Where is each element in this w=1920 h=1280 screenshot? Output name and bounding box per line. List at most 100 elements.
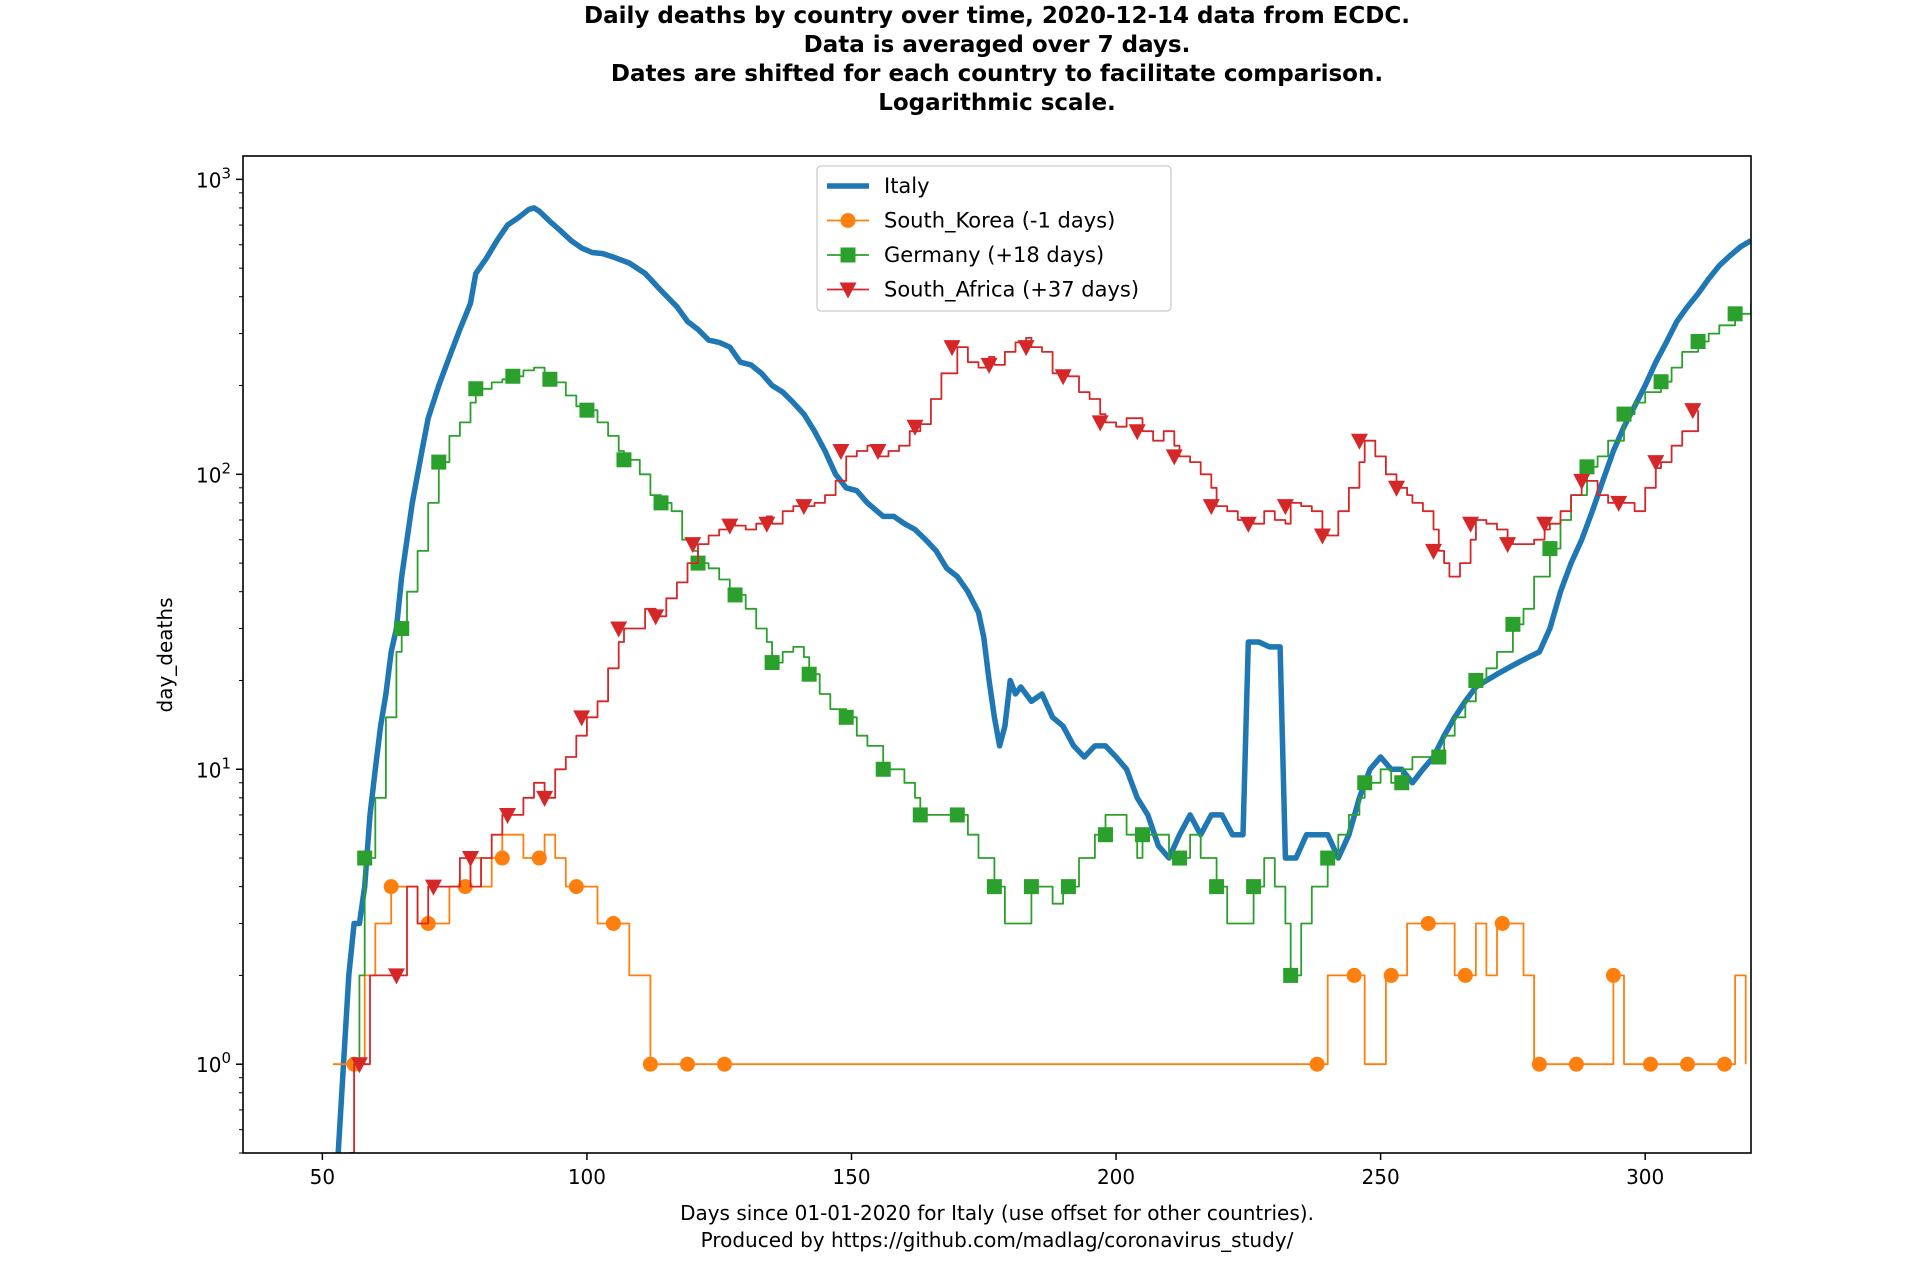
legend-label-1: South_Korea (-1 days) xyxy=(884,209,1115,234)
data-point-3-8 xyxy=(647,609,665,626)
data-point-3-34 xyxy=(1610,495,1628,512)
data-point-1-7 xyxy=(605,915,621,931)
data-point-2-30 xyxy=(1468,672,1484,688)
series-line-0 xyxy=(335,205,1751,1153)
data-point-3-26 xyxy=(1313,528,1331,545)
data-point-3-20 xyxy=(1091,415,1109,432)
series-line-3 xyxy=(348,337,1699,1153)
y-tick-label-0: 100 xyxy=(196,1049,231,1077)
x-tick-label-5: 300 xyxy=(1626,1165,1664,1189)
plot-area-frame xyxy=(242,155,1752,1154)
data-point-2-24 xyxy=(1246,879,1262,895)
data-point-2-2 xyxy=(431,454,447,470)
title-line-3: Dates are shifted for each country to fa… xyxy=(611,61,1383,87)
data-point-3-21 xyxy=(1128,424,1146,441)
data-point-2-12 xyxy=(801,666,817,682)
data-point-3-0 xyxy=(350,1057,368,1074)
data-point-1-20 xyxy=(1642,1056,1658,1072)
legend-label-0: Italy xyxy=(884,174,930,198)
data-point-3-23 xyxy=(1202,499,1220,516)
legend-box xyxy=(816,165,1172,312)
legend-marker-3 xyxy=(839,282,857,299)
data-point-2-34 xyxy=(1616,406,1632,422)
data-point-3-1 xyxy=(387,968,405,985)
data-point-2-0 xyxy=(357,850,373,866)
data-point-2-11 xyxy=(764,655,780,671)
title-line-4: Logarithmic scale. xyxy=(878,90,1116,116)
y-tick-label-3: 103 xyxy=(196,164,231,192)
data-point-2-13 xyxy=(838,709,854,725)
data-point-1-17 xyxy=(1531,1056,1547,1072)
legend: Italy South_Korea (-1 days) Germany (+18 d… xyxy=(816,165,1172,312)
x-tick-label-3: 200 xyxy=(1097,1165,1135,1189)
data-point-1-9 xyxy=(679,1056,695,1072)
legend-label-2: Germany (+18 days) xyxy=(884,243,1104,267)
data-point-3-2 xyxy=(424,879,442,896)
data-point-2-36 xyxy=(1690,334,1706,350)
data-point-2-29 xyxy=(1431,749,1447,765)
title-line-1: Daily deaths by country over time, 2020-… xyxy=(584,3,1410,29)
data-point-3-9 xyxy=(684,537,702,554)
title-line-2: Data is averaged over 7 days. xyxy=(804,32,1191,58)
legend-marker-2 xyxy=(840,247,856,263)
data-point-2-35 xyxy=(1653,374,1669,390)
data-point-2-1 xyxy=(394,621,410,637)
data-point-1-12 xyxy=(1346,967,1362,983)
data-point-2-21 xyxy=(1135,827,1151,843)
data-point-3-19 xyxy=(1054,369,1072,386)
data-point-1-15 xyxy=(1457,967,1473,983)
data-point-3-14 xyxy=(869,443,887,460)
data-point-1-10 xyxy=(717,1056,733,1072)
data-point-3-18 xyxy=(1017,340,1035,357)
data-point-3-32 xyxy=(1536,516,1554,533)
data-point-3-25 xyxy=(1276,499,1294,516)
series-0 xyxy=(335,205,1751,1153)
data-point-2-3 xyxy=(468,381,484,397)
y-tick-label-1: 101 xyxy=(196,754,231,782)
data-point-1-18 xyxy=(1568,1056,1584,1072)
data-point-2-17 xyxy=(986,879,1002,895)
series-1 xyxy=(333,833,1747,1072)
data-point-3-13 xyxy=(832,443,850,460)
x-tick-label-1: 100 xyxy=(568,1165,606,1189)
data-point-1-16 xyxy=(1494,915,1510,931)
data-point-3-10 xyxy=(721,518,739,535)
x-tick-label-4: 250 xyxy=(1362,1165,1400,1189)
data-point-3-15 xyxy=(906,419,924,436)
data-point-3-5 xyxy=(536,790,554,807)
y-axis: 100 101 102 103 xyxy=(196,164,243,1154)
data-point-3-7 xyxy=(610,621,628,638)
data-point-2-27 xyxy=(1357,775,1373,791)
data-point-1-21 xyxy=(1680,1056,1696,1072)
data-point-2-25 xyxy=(1283,967,1299,983)
data-point-3-16 xyxy=(943,340,961,357)
data-point-1-13 xyxy=(1383,967,1399,983)
data-point-2-18 xyxy=(1023,879,1039,895)
data-point-1-11 xyxy=(1309,1056,1325,1072)
data-point-2-5 xyxy=(542,371,558,387)
series-3 xyxy=(348,337,1702,1153)
data-point-2-10 xyxy=(727,587,743,603)
series-2 xyxy=(354,303,1751,1066)
data-point-2-28 xyxy=(1394,775,1410,791)
data-point-2-33 xyxy=(1579,459,1595,475)
data-point-2-37 xyxy=(1727,306,1743,322)
data-point-3-30 xyxy=(1462,516,1480,533)
data-point-1-3 xyxy=(457,879,473,895)
chart-title: Daily deaths by country over time, 2020-… xyxy=(584,3,1410,116)
data-point-2-6 xyxy=(579,402,595,418)
data-point-3-28 xyxy=(1387,480,1405,497)
data-point-1-14 xyxy=(1420,915,1436,931)
x-axis-label-line-1: Days since 01-01-2020 for Italy (use off… xyxy=(680,1201,1314,1225)
data-point-3-6 xyxy=(573,710,591,727)
data-point-1-19 xyxy=(1605,967,1621,983)
x-tick-label-2: 150 xyxy=(832,1165,870,1189)
data-point-3-11 xyxy=(758,516,776,533)
data-point-2-14 xyxy=(875,761,891,777)
y-tick-label-2: 102 xyxy=(196,459,231,487)
data-point-3-33 xyxy=(1573,473,1591,490)
data-point-3-31 xyxy=(1499,537,1517,554)
data-point-3-35 xyxy=(1647,455,1665,472)
data-point-3-36 xyxy=(1684,403,1702,420)
data-point-1-22 xyxy=(1717,1056,1733,1072)
